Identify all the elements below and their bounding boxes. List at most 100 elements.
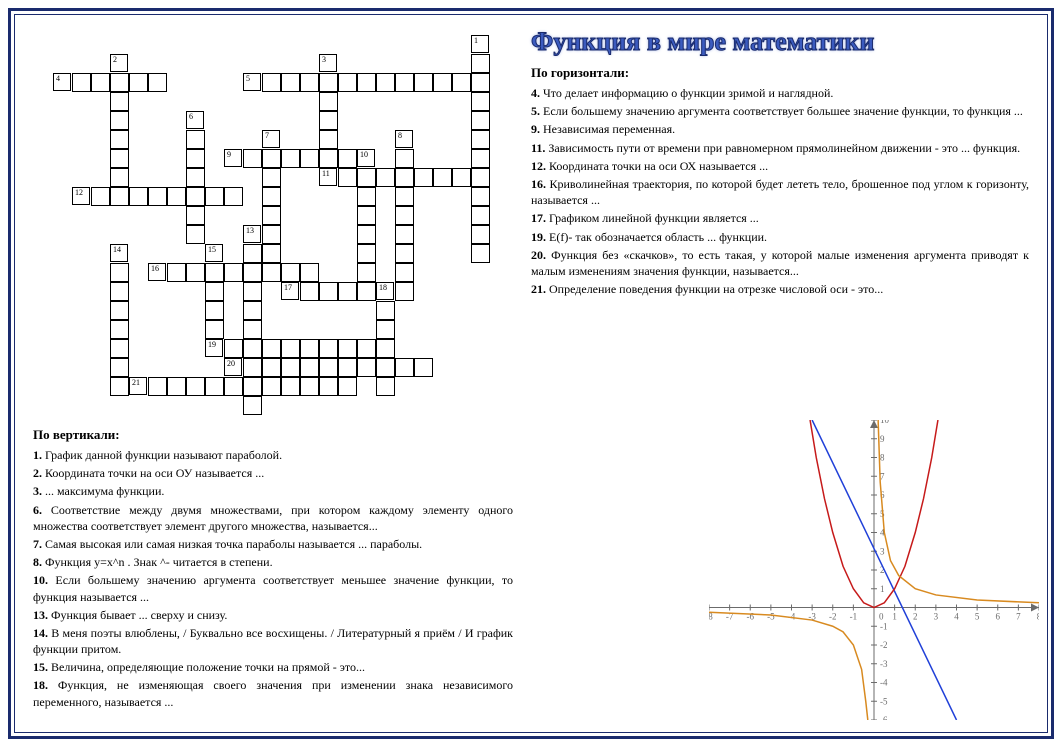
crossword-cell bbox=[357, 73, 376, 92]
svg-text:-4: -4 bbox=[880, 678, 888, 688]
crossword-cell bbox=[186, 149, 205, 168]
crossword-cell bbox=[395, 73, 414, 92]
crossword-cell: 5 bbox=[243, 73, 261, 91]
horizontal-clues: 4. Что делает информацию о функции зримо… bbox=[531, 85, 1029, 299]
svg-text:-6: -6 bbox=[880, 715, 888, 720]
clue: 1. График данной функции называют парабо… bbox=[33, 447, 513, 463]
crossword-cell bbox=[319, 339, 338, 358]
crossword-cell bbox=[224, 377, 243, 396]
crossword-cell bbox=[148, 187, 167, 206]
crossword-cell bbox=[110, 301, 129, 320]
crossword-cell bbox=[186, 187, 205, 206]
svg-text:1: 1 bbox=[892, 612, 897, 622]
crossword-cell bbox=[205, 377, 224, 396]
left-column: 123456789101112131415161718192021 По вер… bbox=[33, 27, 513, 720]
crossword-cell bbox=[452, 168, 471, 187]
crossword-cell bbox=[357, 225, 376, 244]
clue: 2. Координата точки на оси ОУ называется… bbox=[33, 465, 513, 481]
crossword-cell bbox=[357, 187, 376, 206]
svg-text:7: 7 bbox=[1016, 612, 1021, 622]
clue: 19. E(f)- так обозначается область ... ф… bbox=[531, 229, 1029, 245]
clue: 10. Если большему значению аргумента соо… bbox=[33, 572, 513, 604]
crossword-cell: 11 bbox=[319, 168, 337, 186]
crossword-cell bbox=[167, 263, 186, 282]
clue: 7. Самая высокая или самая низкая точка … bbox=[33, 536, 513, 552]
crossword-cell bbox=[262, 263, 281, 282]
crossword-cell: 7 bbox=[262, 130, 280, 148]
crossword-cell bbox=[110, 149, 129, 168]
crossword-cell bbox=[224, 263, 243, 282]
crossword-cell bbox=[205, 282, 224, 301]
crossword-cell bbox=[186, 130, 205, 149]
crossword-cell bbox=[471, 244, 490, 263]
crossword-cell: 15 bbox=[205, 244, 223, 262]
crossword-cell bbox=[357, 339, 376, 358]
crossword-cell bbox=[300, 263, 319, 282]
page-frame: 123456789101112131415161718192021 По вер… bbox=[14, 14, 1048, 733]
crossword-cell bbox=[243, 396, 262, 415]
crossword-cell bbox=[129, 73, 148, 92]
crossword-cell bbox=[186, 168, 205, 187]
crossword-cell bbox=[205, 263, 224, 282]
crossword-cell: 20 bbox=[224, 358, 242, 376]
crossword-cell bbox=[110, 358, 129, 377]
svg-text:2: 2 bbox=[913, 612, 918, 622]
crossword-cell bbox=[471, 54, 490, 73]
crossword-cell bbox=[471, 187, 490, 206]
crossword-cell bbox=[281, 263, 300, 282]
crossword-cell bbox=[243, 339, 262, 358]
crossword-cell bbox=[148, 377, 167, 396]
crossword-cell bbox=[129, 187, 148, 206]
crossword-cell bbox=[262, 206, 281, 225]
crossword-cell bbox=[262, 358, 281, 377]
crossword-cell: 17 bbox=[281, 282, 299, 300]
page-title: Функция в мире математики bbox=[531, 27, 1029, 57]
svg-text:0: 0 bbox=[879, 612, 884, 622]
crossword-cell: 10 bbox=[357, 149, 375, 167]
svg-text:-2: -2 bbox=[880, 640, 888, 650]
crossword-cell bbox=[167, 377, 186, 396]
crossword-cell bbox=[281, 377, 300, 396]
crossword-cell bbox=[471, 130, 490, 149]
crossword-cell: 16 bbox=[148, 263, 166, 281]
crossword-cell bbox=[262, 73, 281, 92]
crossword-cell bbox=[471, 149, 490, 168]
crossword-cell bbox=[262, 149, 281, 168]
clue: 9. Независимая переменная. bbox=[531, 121, 1029, 137]
crossword-cell: 14 bbox=[110, 244, 128, 262]
crossword-cell bbox=[262, 377, 281, 396]
crossword-cell bbox=[262, 187, 281, 206]
svg-text:-6: -6 bbox=[747, 612, 755, 622]
crossword-cell bbox=[471, 111, 490, 130]
crossword-cell bbox=[110, 187, 129, 206]
crossword-cell bbox=[319, 282, 338, 301]
crossword-cell bbox=[110, 92, 129, 111]
crossword-cell bbox=[357, 244, 376, 263]
svg-text:-5: -5 bbox=[767, 612, 775, 622]
crossword-cell bbox=[471, 225, 490, 244]
crossword-cell bbox=[205, 320, 224, 339]
crossword-cell bbox=[91, 187, 110, 206]
crossword-cell bbox=[395, 187, 414, 206]
crossword-cell bbox=[319, 377, 338, 396]
clue: 13. Функция бывает ... сверху и снизу. bbox=[33, 607, 513, 623]
crossword-cell bbox=[319, 149, 338, 168]
svg-text:3: 3 bbox=[934, 612, 939, 622]
content: 123456789101112131415161718192021 По вер… bbox=[33, 27, 1029, 720]
crossword-cell bbox=[281, 149, 300, 168]
crossword-cell bbox=[262, 225, 281, 244]
clue: 8. Функция y=x^n . Знак ^- читается в ст… bbox=[33, 554, 513, 570]
crossword-cell bbox=[186, 263, 205, 282]
crossword-cell bbox=[262, 339, 281, 358]
crossword-cell bbox=[376, 339, 395, 358]
crossword-cell: 12 bbox=[72, 187, 90, 205]
crossword-cell bbox=[224, 187, 243, 206]
clue: 20. Функция без «скачков», то есть такая… bbox=[531, 247, 1029, 279]
svg-text:-1: -1 bbox=[880, 621, 888, 631]
crossword-cell bbox=[243, 320, 262, 339]
crossword-cell bbox=[205, 301, 224, 320]
crossword-cell bbox=[110, 168, 129, 187]
clue: 3. ... максимума функции. bbox=[33, 483, 513, 499]
crossword-cell bbox=[338, 377, 357, 396]
svg-text:3: 3 bbox=[880, 546, 885, 556]
